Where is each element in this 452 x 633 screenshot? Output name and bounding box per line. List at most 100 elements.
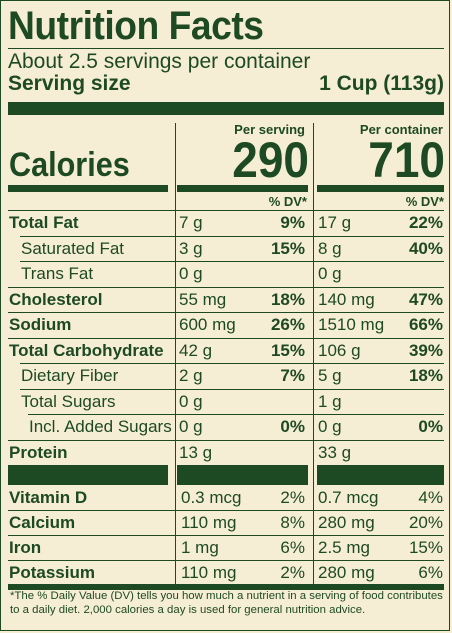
vitamins-bar-mid [177, 465, 308, 485]
serving-dv: 9% [280, 213, 305, 232]
serving-dv: 7% [280, 366, 305, 385]
row-divider [8, 312, 444, 313]
container-amount: 106 g [318, 340, 361, 360]
container-dv: 4% [418, 488, 443, 507]
row-divider [8, 510, 444, 511]
row-divider [8, 286, 444, 288]
row-divider [28, 414, 444, 415]
serving-size-label: Serving size [8, 72, 131, 95]
nutrient-row: Protein 13 g 33 g [1, 440, 451, 466]
container-amount: 17 g [318, 213, 352, 232]
row-divider [8, 535, 444, 536]
serving-amount: 7 g [179, 213, 203, 232]
vitamin-row: Potassium 110 mg 2% 280 mg 6% [1, 560, 451, 585]
serving-dv: 6% [280, 538, 305, 557]
nutrient-label: Total Fat [9, 213, 79, 232]
nutrition-facts-content: Nutrition Facts About 2.5 servings per c… [8, 6, 444, 95]
container-dv: 0% [418, 417, 443, 436]
container-dv: 15% [408, 538, 443, 557]
nutrient-label: Incl. Added Sugars [29, 417, 172, 436]
vitamin-row: Calcium 110 mg 8% 280 mg 20% [1, 510, 451, 536]
nutrient-label: Cholesterol [9, 289, 103, 309]
panel-title: Nutrition Facts [8, 4, 264, 48]
container-amount: 5 g [318, 366, 342, 385]
container-amount: 1 g [318, 391, 342, 411]
nutrient-label: Saturated Fat [21, 238, 125, 258]
vitamin-label: Calcium [9, 513, 76, 532]
container-amount: 33 g [318, 442, 352, 462]
serving-size-row: Serving size 1 Cup (113g) [8, 73, 444, 95]
serving-dv: 15% [270, 340, 305, 360]
serving-amount: 0 g [179, 264, 203, 283]
vitamin-label: Vitamin D [9, 488, 88, 507]
nutrient-row: Trans Fat 0 g 0 g [1, 261, 451, 288]
serving-amount: 110 mg [181, 563, 237, 582]
serving-amount: 0 g [179, 391, 203, 411]
serving-size-value: 1 Cup (113g) [319, 72, 444, 95]
per-container-label: Per container [359, 122, 443, 137]
serving-divider-bar [8, 102, 444, 115]
container-dv: 66% [408, 315, 443, 334]
column-divider-1 [175, 123, 176, 584]
row-divider [20, 235, 444, 237]
vitamins-bar-left [8, 465, 168, 485]
row-divider [8, 560, 444, 561]
serving-dv: 0% [280, 417, 305, 436]
serving-amount: 600 mg [179, 315, 236, 334]
serving-amount: 55 mg [179, 289, 227, 309]
container-dv: 47% [408, 289, 443, 309]
container-amount: 8 g [318, 238, 342, 258]
dv-header-container: % DV* [405, 194, 444, 209]
title-divider [8, 48, 444, 49]
calories-per-container: 710 [368, 132, 445, 188]
row-divider [20, 388, 444, 390]
container-amount: 0 g [318, 417, 342, 436]
column-divider-2 [313, 123, 314, 584]
nutrient-row: Total Carbohydrate 42 g 15% 106 g 39% [1, 338, 451, 364]
container-amount: 0 g [318, 264, 342, 283]
row-divider [8, 337, 444, 339]
nutrient-label: Protein [9, 442, 68, 462]
serving-dv: 15% [270, 238, 305, 258]
serving-amount: 110 mg [181, 513, 237, 532]
vitamin-row: Iron 1 mg 6% 2.5 mg 15% [1, 535, 451, 561]
nutrient-row: Total Fat 7 g 9% 17 g 22% [1, 210, 451, 237]
container-amount: 140 mg [318, 289, 375, 309]
serving-dv: 8% [280, 513, 305, 532]
vitamin-label: Iron [9, 538, 42, 557]
calories-per-serving: 290 [232, 132, 309, 188]
nutrient-row: Incl. Added Sugars 0 g 0% 0 g 0% [1, 414, 451, 441]
nutrient-label: Sodium [9, 315, 72, 334]
vitamin-row: Vitamin D 0.3 mcg 2% 0.7 mcg 4% [1, 485, 451, 511]
nutrient-row: Dietary Fiber 2 g 7% 5 g 18% [1, 363, 451, 390]
container-amount: 280 mg [318, 513, 375, 532]
calories-bar-mid [177, 185, 308, 192]
container-dv: 18% [408, 366, 443, 385]
footnote-divider-bar [8, 584, 444, 590]
footnote: *The % Daily Value (DV) tells you how mu… [10, 590, 443, 616]
calories-bar-right [317, 185, 444, 192]
serving-dv: 18% [270, 289, 305, 309]
nutrient-label: Trans Fat [21, 264, 94, 283]
serving-amount: 3 g [179, 238, 203, 258]
nutrient-label: Total Sugars [21, 391, 116, 411]
row-divider [20, 261, 444, 262]
container-dv: 22% [408, 213, 443, 232]
serving-dv: 2% [280, 488, 305, 507]
container-amount: 280 mg [318, 563, 375, 582]
nutrient-row: Sodium 600 mg 26% 1510 mg 66% [1, 312, 451, 339]
serving-dv: 26% [270, 315, 305, 334]
per-serving-label: Per serving [234, 122, 305, 137]
dv-header-divider [8, 210, 444, 211]
nutrient-row: Saturated Fat 3 g 15% 8 g 40% [1, 236, 451, 262]
serving-amount: 13 g [179, 442, 213, 462]
container-amount: 0.7 mcg [318, 488, 379, 507]
vitamin-label: Potassium [9, 563, 95, 582]
calories-bar-left [8, 185, 168, 192]
serving-amount: 0 g [179, 417, 203, 436]
nutrient-label: Total Carbohydrate [9, 340, 164, 360]
serving-amount: 1 mg [181, 538, 219, 557]
servings-per-container: About 2.5 servings per container [8, 50, 311, 73]
vitamins-bar-right [317, 465, 444, 485]
